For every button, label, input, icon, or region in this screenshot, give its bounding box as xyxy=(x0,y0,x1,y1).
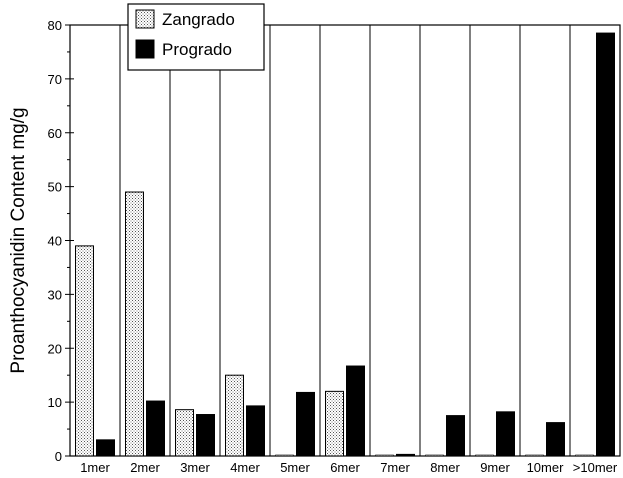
bar-zangrado-10mer xyxy=(525,454,544,457)
bar-progrado-10mer xyxy=(546,422,565,457)
x-tick-label: 5mer xyxy=(280,460,310,475)
y-tick-label: 20 xyxy=(48,341,62,356)
y-tick-label: 30 xyxy=(48,287,62,302)
bar-progrado-5mer xyxy=(296,391,315,457)
legend: Zangrado Progradо xyxy=(127,3,265,71)
x-axis-ticks: 1mer 2mer 3mer 4mer 5mer 6mer 7mer 8mer 9mer 10me… xyxy=(80,460,618,475)
bar-zangrado-6mer xyxy=(325,390,344,457)
y-axis-ticks: 0 10 20 30 40 50 60 70 80 xyxy=(48,18,74,464)
legend-swatch-progrado xyxy=(135,39,155,59)
legend-label: Progradо xyxy=(162,40,232,59)
bars xyxy=(75,32,615,457)
bar-zangrado-3mer xyxy=(175,409,194,457)
bar-zangrado-7mer xyxy=(375,454,394,457)
x-tick-label: >10mer xyxy=(573,460,618,475)
category-separators xyxy=(119,25,571,456)
bar-zangrado-9mer xyxy=(475,454,494,457)
bar-zangrado-4mer xyxy=(225,374,244,457)
plot-frame xyxy=(69,24,621,457)
bar-progrado-6mer xyxy=(346,365,365,457)
bar-zangrado-8mer xyxy=(425,454,444,457)
y-tick-label: 50 xyxy=(48,180,62,195)
x-tick-label: 3mer xyxy=(180,460,210,475)
bar-progrado-4mer xyxy=(246,405,265,457)
x-tick-label: 10mer xyxy=(527,460,565,475)
x-tick-label: 2mer xyxy=(130,460,160,475)
bar-zangrado-2mer xyxy=(125,191,144,457)
x-tick-label: 7mer xyxy=(380,460,410,475)
x-tick-label: 1mer xyxy=(80,460,110,475)
legend-swatch-zangrado xyxy=(135,9,155,29)
bar-progrado-3mer xyxy=(196,414,215,457)
bar-zangrado->10mer xyxy=(575,454,594,457)
bar-progrado->10mer xyxy=(596,32,615,457)
x-tick-label: 8mer xyxy=(430,460,460,475)
bar-progrado-7mer xyxy=(396,453,415,457)
bar-progrado-8mer xyxy=(446,415,465,457)
plot-border xyxy=(69,24,621,457)
bar-progrado-2mer xyxy=(146,400,165,457)
x-tick-label: 9mer xyxy=(480,460,510,475)
x-tick-label: 6mer xyxy=(330,460,360,475)
y-tick-label: 70 xyxy=(48,72,62,87)
y-tick-label: 10 xyxy=(48,395,62,410)
y-tick-label: 80 xyxy=(48,18,62,33)
bar-zangrado-5mer xyxy=(275,454,294,457)
bar-progrado-9mer xyxy=(496,411,515,457)
y-axis-title: Proanthocyanidin Content mg/g xyxy=(8,107,29,373)
y-tick-label: 0 xyxy=(55,449,62,464)
legend-label: Zangrado xyxy=(162,10,235,29)
x-tick-label: 4mer xyxy=(230,460,260,475)
bar-zangrado-1mer xyxy=(75,245,94,457)
bar-progrado-1mer xyxy=(96,439,115,457)
y-tick-label: 60 xyxy=(48,126,62,141)
y-tick-label: 40 xyxy=(48,234,62,249)
